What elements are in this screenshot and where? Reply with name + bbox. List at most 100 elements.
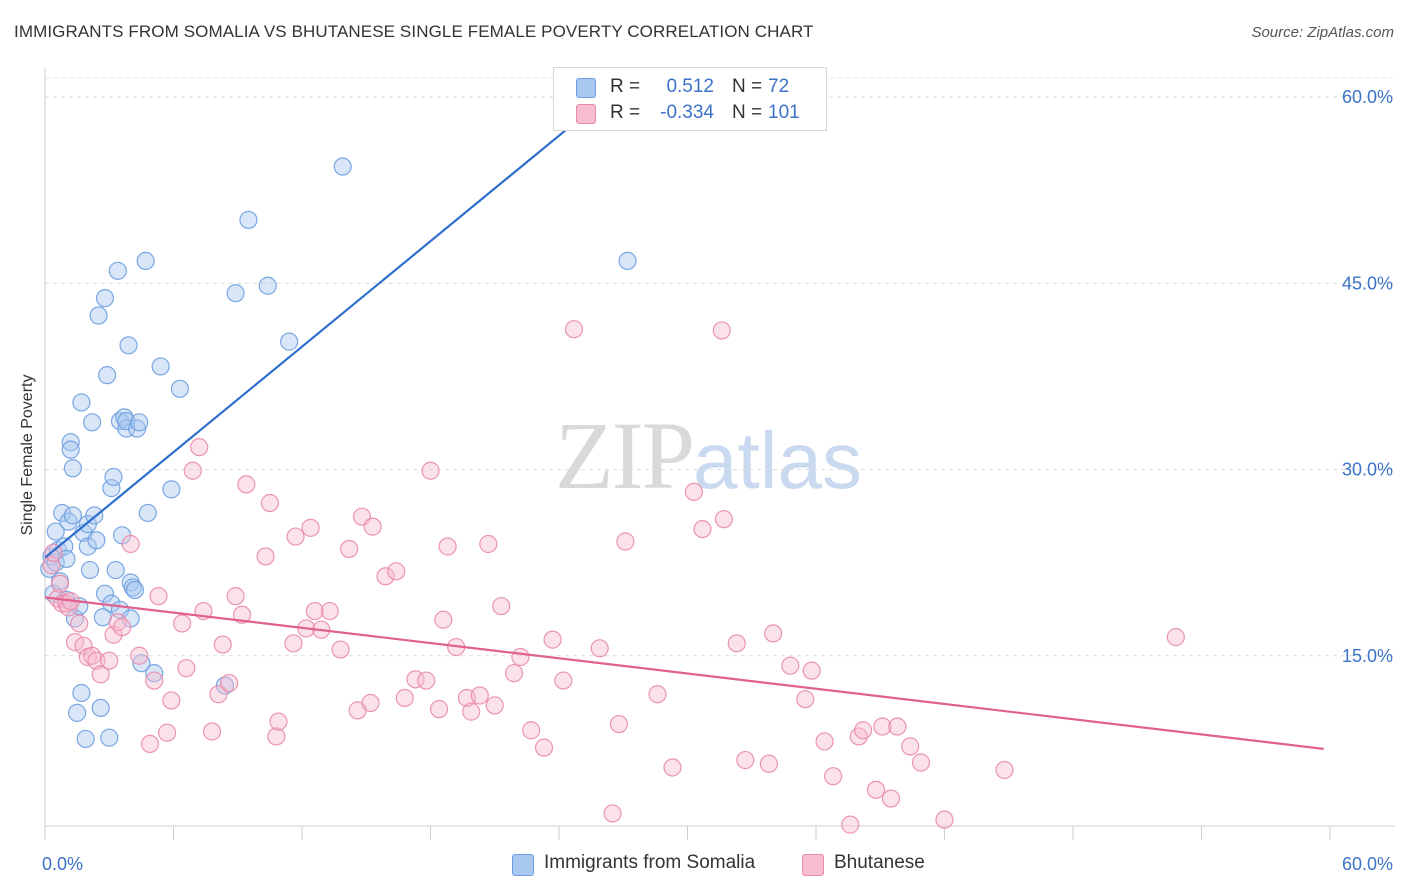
legend-n-value: 72 <box>768 76 790 97</box>
point-bhutanese <box>284 634 303 653</box>
y-tick-label: 45.0% <box>1342 273 1393 293</box>
legend-swatch-bhutanese <box>802 854 824 876</box>
point-bhutanese <box>470 686 489 705</box>
point-bhutanese <box>256 547 275 566</box>
point-somalia <box>170 379 190 398</box>
point-somalia <box>83 413 102 432</box>
point-bhutanese <box>209 685 228 704</box>
point-somalia <box>91 698 110 718</box>
point-bhutanese <box>901 737 920 756</box>
point-bhutanese <box>237 475 256 494</box>
point-bhutanese <box>693 519 712 539</box>
point-bhutanese <box>888 717 907 736</box>
point-somalia <box>76 729 95 749</box>
point-bhutanese <box>764 624 783 643</box>
point-bhutanese <box>421 461 440 480</box>
point-somalia <box>145 664 164 683</box>
series-legend: Immigrants from Somalia Bhutanese <box>0 852 1406 878</box>
point-bhutanese <box>145 671 164 690</box>
point-bhutanese <box>177 659 196 678</box>
point-bhutanese <box>504 664 524 683</box>
point-somalia <box>98 366 117 385</box>
point-bhutanese <box>534 738 554 757</box>
y-axis-title: Single Female Poverty <box>19 375 36 536</box>
point-somalia <box>333 157 352 176</box>
legend-n-value: 101 <box>768 102 800 123</box>
point-somalia <box>68 703 87 722</box>
point-somalia <box>72 393 91 412</box>
legend-label-somalia: Immigrants from Somalia <box>544 852 756 873</box>
point-somalia <box>138 503 157 523</box>
point-somalia <box>151 357 170 376</box>
point-bhutanese <box>485 696 504 715</box>
point-somalia <box>63 506 82 525</box>
point-bhutanese <box>712 321 731 340</box>
point-somalia <box>87 531 106 550</box>
point-bhutanese <box>727 634 746 653</box>
point-bhutanese <box>232 605 252 624</box>
point-somalia <box>130 413 149 432</box>
point-bhutanese <box>91 665 110 684</box>
point-bhutanese <box>87 651 106 670</box>
point-somalia <box>63 459 82 478</box>
point-bhutanese <box>815 732 834 751</box>
point-bhutanese <box>213 635 232 654</box>
point-bhutanese <box>802 661 821 680</box>
x-tick-label: 0.0% <box>42 854 83 874</box>
point-somalia <box>117 411 136 431</box>
point-bhutanese <box>301 518 320 537</box>
y-tick-label: 30.0% <box>1342 460 1393 480</box>
point-bhutanese <box>190 438 209 457</box>
point-bhutanese <box>609 714 629 734</box>
point-bhutanese <box>841 815 860 834</box>
point-somalia <box>72 683 91 703</box>
trend-line-bhutanese <box>44 596 1324 750</box>
point-bhutanese <box>479 534 498 554</box>
y-tick-label: 15.0% <box>1342 646 1393 666</box>
legend-r-label: R = <box>610 102 641 123</box>
point-bhutanese <box>603 804 622 823</box>
grid-lines <box>45 77 1395 657</box>
point-somalia <box>125 580 145 600</box>
point-bhutanese <box>269 712 288 731</box>
point-bhutanese <box>1166 628 1185 647</box>
point-bhutanese <box>881 789 901 808</box>
point-bhutanese <box>202 722 222 741</box>
point-bhutanese <box>564 320 584 339</box>
x-tick-label: 60.0% <box>1342 854 1393 874</box>
point-bhutanese <box>854 721 873 740</box>
correlation-legend: R = 0.512 N = 72 R = -0.334 N = 101 <box>553 67 827 131</box>
point-bhutanese <box>361 693 380 713</box>
point-bhutanese <box>824 767 843 786</box>
point-bhutanese <box>714 510 734 529</box>
point-bhutanese <box>511 647 530 667</box>
point-bhutanese <box>121 534 140 554</box>
legend-n-label: N = <box>732 102 763 123</box>
point-somalia <box>132 654 151 673</box>
point-bhutanese <box>395 688 414 708</box>
point-bhutanese <box>522 721 541 740</box>
point-bhutanese <box>172 614 192 633</box>
point-somalia <box>100 728 119 747</box>
point-bhutanese <box>796 690 815 709</box>
point-bhutanese <box>260 493 279 513</box>
point-somalia <box>119 336 138 355</box>
point-bhutanese <box>149 587 168 606</box>
point-bhutanese <box>286 527 305 546</box>
legend-swatch-somalia <box>512 854 534 876</box>
legend-r-value: 0.512 <box>666 76 714 97</box>
point-bhutanese <box>305 601 324 621</box>
point-bhutanese <box>873 717 892 736</box>
point-bhutanese <box>340 539 359 559</box>
point-bhutanese <box>417 671 436 690</box>
legend-r-value: -0.334 <box>660 102 714 123</box>
point-bhutanese <box>736 750 755 770</box>
point-bhutanese <box>590 639 609 658</box>
point-bhutanese <box>434 610 453 629</box>
point-somalia <box>239 210 258 230</box>
data-points <box>40 157 1185 834</box>
axes <box>44 68 1395 840</box>
point-somalia <box>136 251 155 270</box>
point-bhutanese <box>543 630 562 649</box>
